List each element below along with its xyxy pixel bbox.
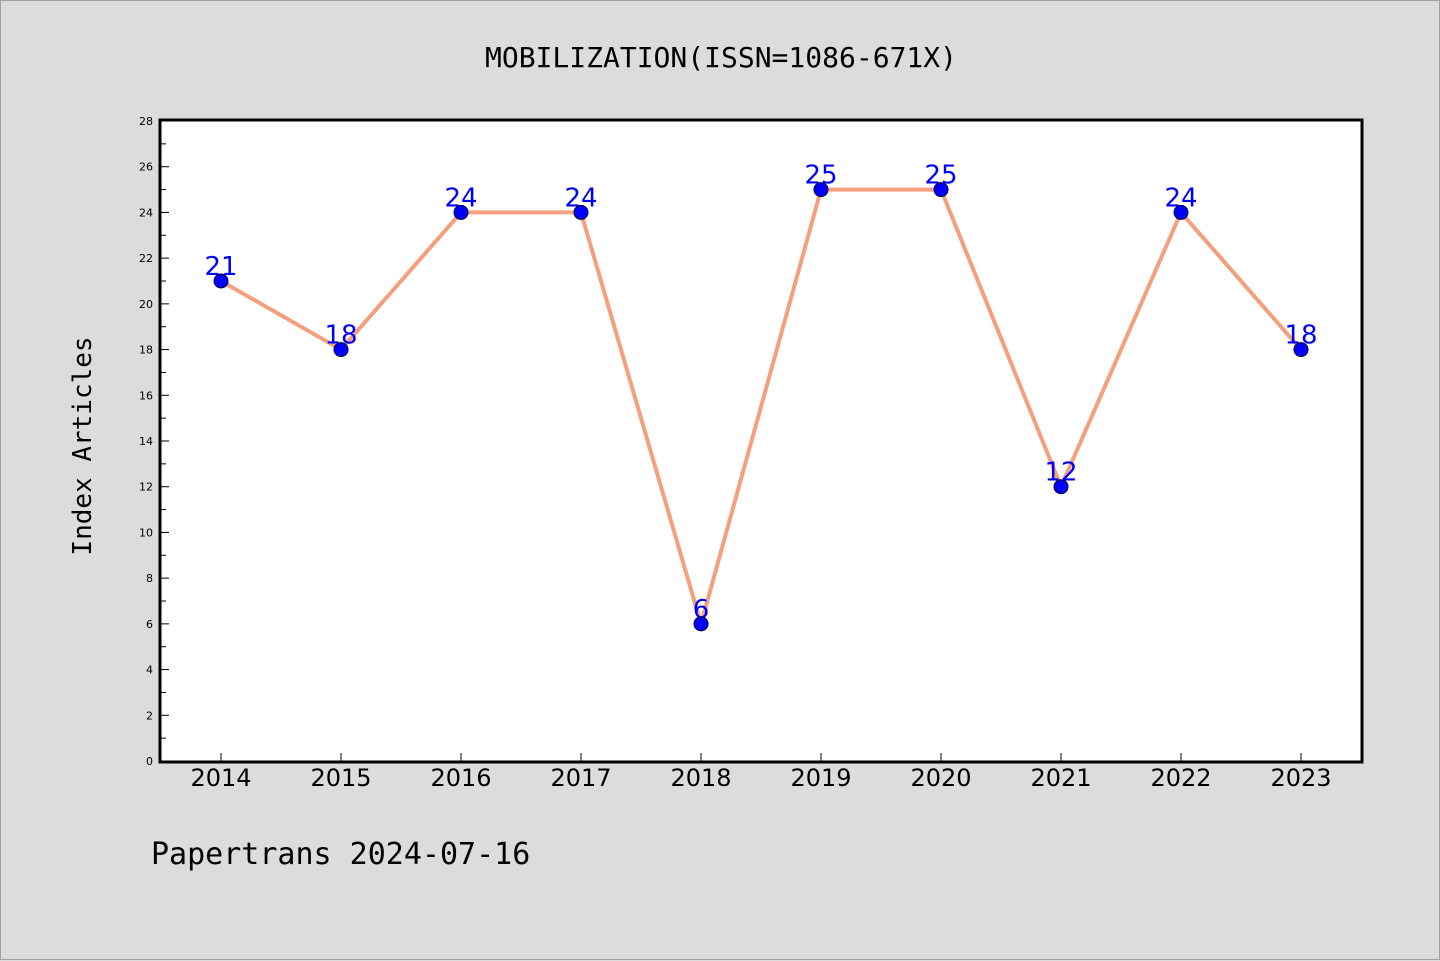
y-tick-label: 10 [139,526,153,539]
data-point [1173,204,1189,220]
y-tick-label: 0 [146,755,153,768]
y-tick-label: 12 [139,481,153,494]
x-tick-label: 2021 [1030,764,1091,792]
x-tick-label: 2014 [190,764,251,792]
data-point [453,204,469,220]
x-tick-label: 2023 [1270,764,1331,792]
series-line [220,187,1303,626]
data-point [333,342,349,358]
x-tick-label: 2015 [310,764,371,792]
y-tick-label: 26 [139,161,153,174]
footer-text: Papertrans 2024-07-16 [151,837,530,872]
y-tick-label: 2 [146,709,153,722]
data-label: 6 [693,595,710,625]
y-tick-label: 24 [139,206,153,219]
y-tick-label: 14 [139,435,153,448]
y-tick-label: 22 [139,252,153,265]
data-point [813,182,829,198]
x-tick-label: 2018 [670,764,731,792]
y-axis-label: Index Articles [68,336,98,555]
data-point [933,182,949,198]
x-tick-label: 2016 [430,764,491,792]
data-point [693,616,709,632]
plot-area [160,120,1362,762]
x-tick-label: 2020 [910,764,971,792]
x-tick-label: 2019 [790,764,851,792]
chart-title: MOBILIZATION(ISSN=1086-671X) [485,41,957,74]
data-point [573,204,589,220]
data-point [1053,479,1069,495]
x-tick-label: 2022 [1150,764,1211,792]
y-tick-label: 18 [139,344,153,357]
data-point [213,273,229,289]
y-tick-label: 6 [146,618,153,631]
x-tick-label: 2017 [550,764,611,792]
y-tick-label: 20 [139,298,153,311]
plot-border [158,118,1364,764]
x-axis-ticks: 2014 2015 2016 2017 2018 2019 2020 2021 2022 2023 [190,753,1332,792]
y-tick-label: 8 [146,572,153,585]
data-point [1293,342,1309,358]
y-tick-label: 4 [146,664,153,677]
y-tick-label: 28 [139,115,153,128]
y-tick-label: 16 [139,389,153,402]
